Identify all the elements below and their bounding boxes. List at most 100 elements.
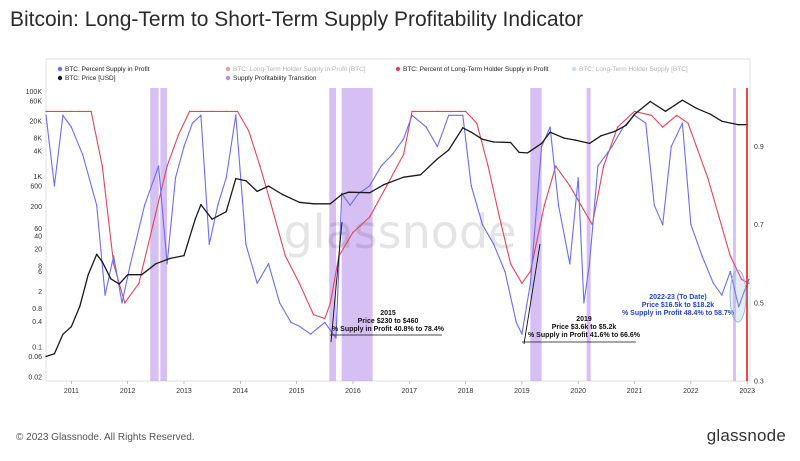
point-supply_profit-3 [70,126,73,128]
x-tick-label-2015: 2015 [289,388,305,395]
point-lth_percent_profit-7 [138,282,140,284]
point-lth_percent_profit-50 [687,122,689,124]
point-supply_profit-64 [681,122,684,124]
point-supply_profit-62 [662,224,664,226]
point-price-46 [588,142,591,145]
copyright-text: © 2023 Glassnode. All Rights Reserved. [16,432,195,443]
y-left-tick-label-17: 60K [30,98,43,105]
point-lth_percent_profit-45 [616,126,619,128]
annotation-2019-line-1: Price $3.6k to $5.2k [552,324,617,331]
point-price-16 [200,203,202,206]
point-lth_percent_profit-15 [236,110,239,113]
point-lth_percent_profit-4 [101,165,104,167]
y-left-tick-label-8: 20 [34,247,42,254]
point-supply_profit-34 [380,165,382,167]
point-supply_profit-53 [577,177,579,179]
point-supply_profit-8 [121,302,123,304]
point-price-11 [141,274,143,276]
point-supply_profit-41 [462,114,464,117]
point-lth_percent_profit-14 [225,110,227,113]
point-price-48 [614,130,616,133]
point-price-43 [549,131,551,133]
point-supply_profit-39 [436,145,439,148]
point-lth_percent_profit-37 [521,282,523,284]
y-right-tick-label-1: 0.5 [754,300,764,307]
point-price-45 [574,139,577,141]
point-lth_percent_profit-18 [270,204,272,206]
point-price-0 [45,355,47,358]
y-left-tick-label-7: 8 [38,263,42,270]
point-price-39 [509,141,512,144]
point-lth_percent_profit-51 [695,145,698,148]
point-lth_percent_profit-28 [402,153,405,156]
point-lth_percent_profit-41 [569,185,571,187]
point-supply_profit-19 [225,177,227,179]
point-lth_percent_profit-52 [707,177,709,179]
y-left-tick-label-6: 6 [38,269,42,276]
point-price-41 [526,152,529,154]
y-left-tick-label-13: 1K [33,174,42,181]
point-price-54 [695,107,698,110]
point-supply_profit-12 [166,263,168,265]
point-supply_profit-21 [245,243,247,245]
point-lth_percent_profit-35 [498,216,501,218]
x-tick-label-2012: 2012 [120,388,136,395]
point-lth_percent_profit-9 [166,165,168,167]
point-supply_profit-15 [191,122,194,124]
y-left-tick-label-2: 0.1 [32,345,42,352]
point-price-9 [118,283,120,285]
point-price-21 [256,190,258,193]
point-supply_profit-35 [391,153,394,156]
transition-band-3 [341,88,373,381]
annotation-2015-line-2: % Supply in Profit 40.8% to 78.4% [332,326,445,333]
legend-label-transition: Supply Profitability Transition [233,75,317,82]
point-lth_percent_profit-53 [718,216,720,218]
brand-logo-text: glassnode [706,426,786,445]
point-price-27 [341,193,343,196]
x-tick-label-2021: 2021 [627,388,643,395]
point-price-5 [87,274,89,276]
x-tick-label-2018: 2018 [458,388,474,395]
point-lth_percent_profit-38 [529,270,532,273]
y-left-tick-label-18: 100K [26,89,43,96]
transition-bands [150,88,736,381]
legend-label-price: BTC: Price [USD] [65,75,116,82]
point-price-52 [664,110,667,113]
point-supply_profit-9 [129,263,132,265]
x-tick-label-2022: 2022 [683,388,699,395]
point-price-4 [79,305,81,308]
watermark: glassnode [284,205,517,259]
legend-label-supply_profit: BTC: Percent Supply in Profit [65,66,150,73]
annotation-2015-arrow [330,221,343,343]
point-lth_percent_profit-22 [324,317,326,320]
point-lth_percent_profit-17 [259,165,261,167]
page-title: Bitcoin: Long-Term to Short-Term Supply … [10,8,584,31]
point-price-35 [462,127,464,129]
point-price-38 [493,141,495,143]
y-left-tick-label-10: 60 [34,226,42,233]
point-price-17 [211,218,213,220]
point-lth_percent_profit-26 [369,216,371,218]
point-supply_profit-36 [402,138,405,140]
y-left-tick-label-11: 200 [30,204,42,211]
point-supply_profit-18 [217,204,219,206]
point-supply_profit-51 [557,204,560,206]
point-price-37 [481,138,484,140]
y-left-tick-label-12: 600 [30,184,42,191]
point-supply_profit-28 [324,321,326,324]
point-price-30 [383,183,385,186]
point-supply_profit-7 [112,255,115,257]
point-supply_profit-72 [748,278,750,281]
point-price-49 [625,124,627,127]
point-lth_percent_profit-11 [188,110,191,113]
point-supply_profit-38 [425,126,427,128]
legend-swatch-lth_supply_profit_btc [225,66,231,72]
point-supply_profit-33 [369,185,371,187]
point-lth_percent_profit-20 [298,282,301,284]
point-price-36 [470,131,472,133]
point-lth_percent_profit-48 [662,126,664,128]
x-tick-label-2019: 2019 [514,388,530,395]
point-supply_profit-22 [256,282,258,284]
annotation-2019-arrow [523,243,541,345]
